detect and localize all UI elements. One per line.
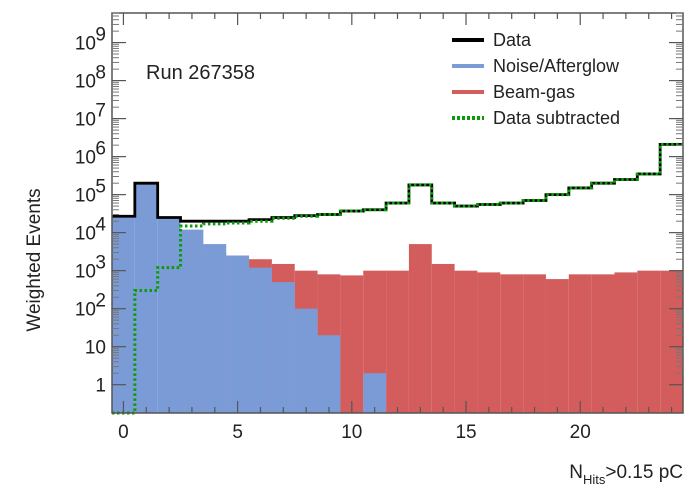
legend: Data Noise/Afterglow Beam-gas Data subtract…: [452, 30, 620, 128]
beam-gas-bar: [614, 272, 638, 413]
noise-afterglow-bar: [157, 217, 181, 413]
noise-afterglow-legend-label: Noise/Afterglow: [493, 56, 620, 76]
noise-afterglow-bar: [317, 335, 341, 413]
filled-histograms: [112, 183, 683, 413]
x-tick-label: 0: [118, 422, 129, 443]
x-axis-title-suffix: >0.15 pC: [605, 462, 683, 483]
noise-afterglow-bar: [180, 229, 204, 413]
data-subtracted-line: [112, 142, 683, 415]
x-tick-label: 10: [341, 422, 362, 443]
run-label: Run 267358: [146, 62, 255, 84]
beam-gas-bar: [500, 274, 524, 413]
beam-gas-bar: [477, 272, 501, 413]
y-tick-exponent: 4: [95, 215, 106, 236]
noise-afterglow-bar: [249, 267, 272, 413]
y-tick-label: 10: [75, 34, 96, 55]
beam-gas-bar: [591, 274, 615, 413]
beam-gas-bar: [660, 270, 683, 413]
x-tick-label: 15: [455, 422, 476, 443]
y-axis-title: Weighted Events: [24, 188, 45, 331]
noise-afterglow-bar: [226, 255, 250, 413]
data-subtracted-legend-label: Data subtracted: [493, 108, 620, 128]
y-tick-exponent: 6: [95, 139, 106, 160]
noise-afterglow-bar: [203, 244, 227, 413]
y-tick-label: 10: [75, 224, 96, 245]
y-tick-label: 10: [75, 262, 96, 283]
y-tick-label: 10: [75, 110, 96, 131]
y-tick-label: 10: [75, 148, 96, 169]
noise-afterglow-bar: [363, 373, 387, 413]
x-axis-title: NHits>0.15 pC: [569, 462, 683, 487]
beam-gas-bar: [523, 274, 546, 413]
x-tick-label: 20: [570, 422, 591, 443]
y-tick-exponent: 9: [95, 25, 106, 46]
y-tick-exponent: 8: [95, 63, 106, 84]
y-tick-label: 10: [75, 72, 96, 93]
beam-gas-bar: [431, 263, 455, 413]
x-tick-label: 5: [232, 422, 243, 443]
y-tick-exponent: 2: [95, 291, 106, 312]
line-histograms: [112, 142, 683, 415]
x-axis-title-subscript: Hits: [583, 472, 606, 487]
beam-gas-bar: [545, 279, 569, 413]
y-tick-label: 1: [95, 376, 106, 397]
y-tick-exponent: 5: [95, 177, 106, 198]
y-tick-exponent: 7: [95, 101, 106, 122]
beam-gas-bar: [408, 244, 432, 413]
y-tick-label: 10: [85, 338, 106, 359]
x-axis-title-main: N: [569, 462, 583, 483]
y-tick-exponent: 3: [95, 253, 106, 274]
noise-afterglow-bar: [271, 282, 295, 413]
data-legend-label: Data: [493, 30, 532, 50]
beam-gas-bar: [568, 274, 592, 413]
beam-gas-bar: [386, 270, 409, 413]
noise-afterglow-bar: [112, 216, 135, 413]
noise-afterglow-bar: [134, 183, 158, 413]
y-tick-label: 10: [75, 300, 96, 321]
noise-afterglow-bar: [294, 308, 318, 413]
beam-gas-bar: [454, 270, 478, 413]
beam-gas-bar: [340, 275, 364, 413]
y-tick-label: 10: [75, 186, 96, 207]
beam-gas-bar: [637, 270, 661, 413]
beam-gas-legend-label: Beam-gas: [493, 82, 575, 102]
